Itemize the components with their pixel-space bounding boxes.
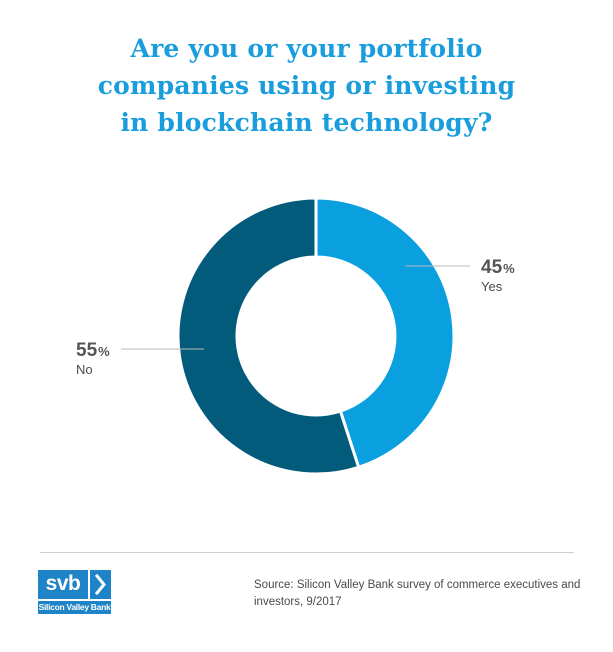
value-label-no: 55% <box>76 340 110 361</box>
logo-bank-name: Silicon Valley Bank <box>38 601 111 614</box>
title-line-3: in blockchain technology? <box>120 108 493 137</box>
source-note: Source: Silicon Valley Bank survey of co… <box>254 579 581 608</box>
title-line-1: Are you or your portfolio <box>130 34 483 63</box>
footer-divider <box>40 552 574 553</box>
category-label-yes: Yes <box>481 279 503 294</box>
slice-no <box>176 196 361 476</box>
chevron-right-icon <box>90 570 111 599</box>
slice-yes <box>314 196 456 470</box>
title-line-2: companies using or investing <box>97 71 516 100</box>
category-label-no: No <box>76 362 93 377</box>
logo-mark: svb <box>38 570 111 599</box>
donut-chart: 45%Yes 55%No <box>76 196 515 476</box>
svb-logo: svb Silicon Valley Bank <box>38 570 111 614</box>
chart-title: Are you or your portfolio companies usin… <box>0 30 613 141</box>
value-label-yes: 45% <box>481 257 515 278</box>
logo-wordmark: svb <box>38 570 88 599</box>
